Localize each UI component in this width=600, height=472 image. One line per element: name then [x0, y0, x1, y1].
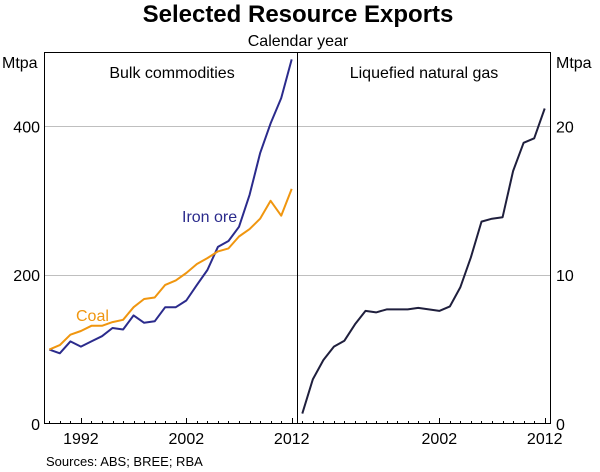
chart-subtitle: Calendar year [248, 33, 349, 50]
ytick-label-0-0: 0 [31, 417, 40, 434]
ytick-label-1-1: 10 [556, 268, 574, 285]
panel-title-lng: Liquefied natural gas [350, 65, 499, 82]
ytick-label-0-1: 200 [13, 268, 40, 285]
xtick-label-1-0: 2002 [422, 431, 458, 448]
series-line-coal [48, 188, 293, 351]
ytick-label-1-0: 0 [556, 417, 565, 434]
chart-title: Selected Resource Exports [143, 1, 454, 28]
series-line-iron-ore [48, 59, 293, 355]
ytick-label-1-2: 20 [556, 119, 574, 136]
xtick-label-0-1: 2002 [169, 431, 205, 448]
xtick-label-0-2: 2012 [274, 431, 310, 448]
xtick-label-1-1: 2012 [527, 431, 563, 448]
label-coal: Coal [76, 308, 109, 325]
label-iron-ore: Iron ore [182, 209, 237, 226]
source-note: Sources: ABS; BREE; RBA [46, 454, 203, 469]
series-line-liquefied-natural-gas [301, 108, 546, 414]
panel-title-bulk: Bulk commodities [109, 65, 234, 82]
xtick-label-0-0: 1992 [63, 431, 99, 448]
ytick-label-0-2: 400 [13, 119, 40, 136]
right-unit-label: Mtpa [556, 55, 592, 72]
left-unit-label: Mtpa [2, 55, 38, 72]
